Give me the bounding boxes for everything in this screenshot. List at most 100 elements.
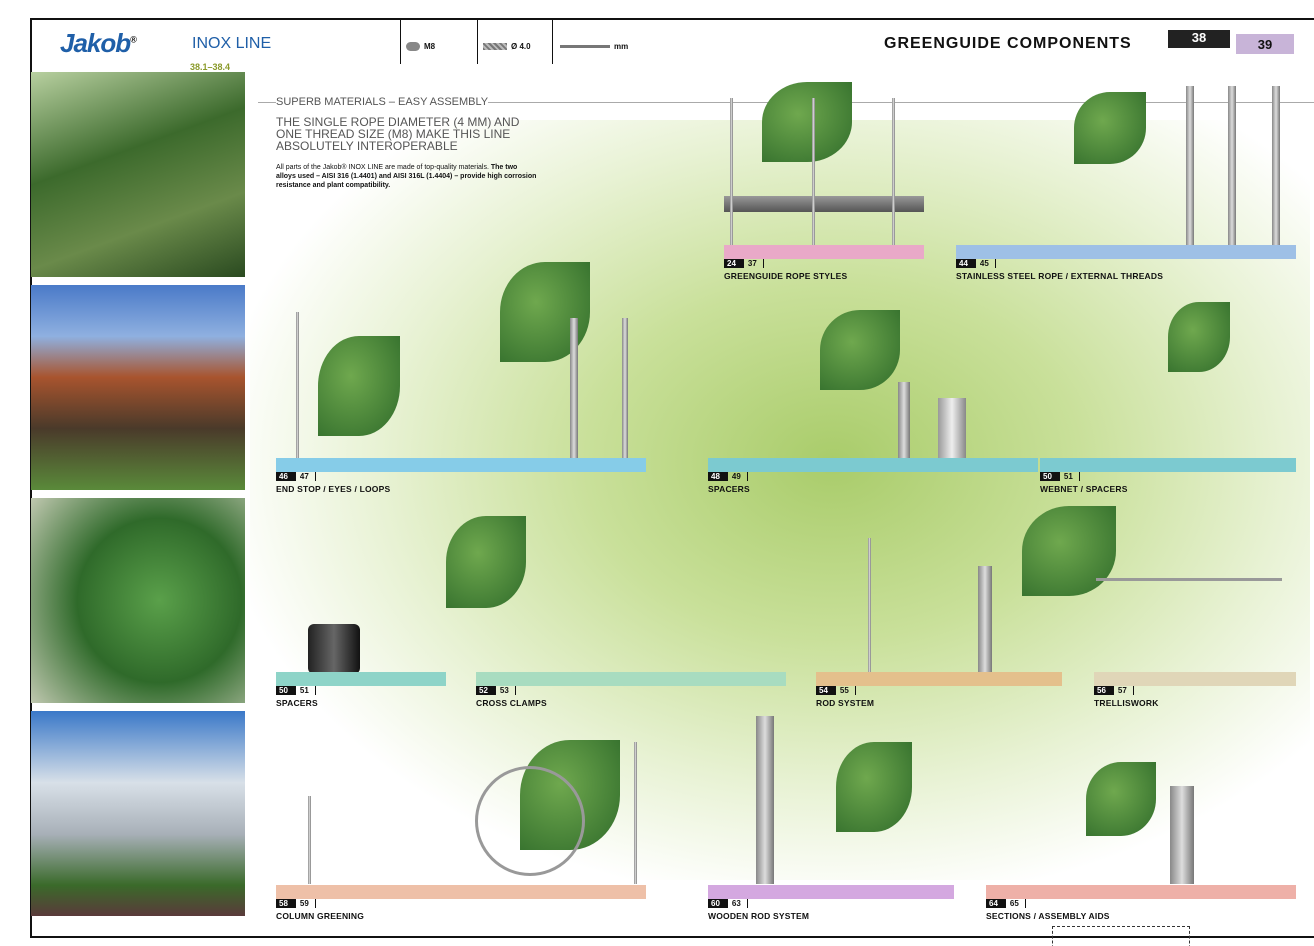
line-name: INOX LINE (192, 35, 271, 53)
trellis (1096, 578, 1282, 582)
leaf (318, 336, 400, 436)
section-label: TRELLISWORK (1094, 698, 1159, 708)
photo-facade (31, 711, 245, 916)
section-label: WEBNET / SPACERS (1040, 484, 1128, 494)
intro-body: All parts of the Jakob® INOX LINE are ma… (276, 163, 538, 190)
rope-icon (483, 43, 507, 50)
body-text: All parts of the Jakob® INOX LINE are ma… (276, 164, 489, 171)
leaf (1086, 762, 1156, 836)
section-label: COLUMN GREENING (276, 911, 364, 921)
rod (868, 538, 871, 672)
page-from: 50 (276, 686, 296, 695)
page-from: 50 (1040, 472, 1060, 481)
photo-building (31, 285, 245, 490)
leaf (836, 742, 912, 832)
page-from: 60 (708, 899, 728, 908)
spacer-cap (308, 624, 360, 674)
page-to: 65 (1006, 899, 1026, 908)
brand-name: Jakob (60, 28, 130, 58)
section-label: SPACERS (276, 698, 318, 708)
title: GREENGUIDE COMPONENTS (884, 35, 1132, 53)
unit: mm (614, 42, 628, 51)
section-label: STAINLESS STEEL ROPE / EXTERNAL THREADS (956, 271, 1163, 281)
rod (730, 98, 733, 248)
dashed-box (1052, 926, 1190, 946)
page-to: 55 (836, 686, 856, 695)
leaf (762, 82, 852, 162)
page-to: 51 (1060, 472, 1080, 481)
rod (756, 716, 774, 884)
leaf (1168, 302, 1230, 372)
section-label: ROD SYSTEM (816, 698, 874, 708)
leaf (1074, 92, 1146, 164)
page-to: 59 (296, 899, 316, 908)
ring (475, 766, 585, 876)
photo-trellis (31, 72, 245, 277)
section-label: SPACERS (708, 484, 750, 494)
page-from: 44 (956, 259, 976, 268)
rod (1170, 786, 1194, 884)
divider (477, 18, 478, 64)
page-from: 48 (708, 472, 728, 481)
page-from: 64 (986, 899, 1006, 908)
rod (892, 98, 895, 248)
page-right: 39 (1236, 34, 1294, 54)
rod (978, 566, 992, 672)
rod (1228, 86, 1236, 246)
thread-icon (406, 42, 420, 51)
rod (898, 382, 910, 458)
page-from: 54 (816, 686, 836, 695)
section-label: SECTIONS / ASSEMBLY AIDS (986, 911, 1110, 921)
rod (622, 318, 628, 458)
section-label: GREENGUIDE ROPE STYLES (724, 271, 847, 281)
section-label: WOODEN ROD SYSTEM (708, 911, 809, 921)
catalog-page: Jakob® INOX LINE 38.1–38.4 M8 Ø 4.0 mm G… (0, 0, 1314, 946)
section-label: END STOP / EYES / LOOPS (276, 484, 390, 494)
divider (400, 18, 401, 64)
rod (1186, 86, 1194, 246)
rod (308, 796, 311, 884)
page-to: 45 (976, 259, 996, 268)
page-to: 57 (1114, 686, 1134, 695)
caliper-icon (560, 45, 610, 48)
page-range: 38.1–38.4 (190, 62, 230, 72)
intro-heading: SUPERB MATERIALS – EASY ASSEMBLY (276, 96, 488, 108)
intro-lead: THE SINGLE ROPE DIAMETER (4 MM) AND ONE … (276, 116, 536, 152)
page-from: 24 (724, 259, 744, 268)
rod (570, 318, 578, 458)
page-to: 47 (296, 472, 316, 481)
page-to: 37 (744, 259, 764, 268)
page-from: 52 (476, 686, 496, 695)
leaf (820, 310, 900, 390)
photo-vine (31, 498, 245, 703)
rod (812, 98, 815, 248)
page-to: 53 (496, 686, 516, 695)
rod (634, 742, 637, 884)
page-to: 49 (728, 472, 748, 481)
brand-mark: ® (130, 34, 136, 44)
section-label: CROSS CLAMPS (476, 698, 547, 708)
rod (296, 312, 299, 458)
page-from: 46 (276, 472, 296, 481)
leaf (446, 516, 526, 608)
leaf (1022, 506, 1116, 596)
brand: Jakob® (60, 28, 136, 59)
section-bar: 4849SPACERS (708, 458, 1038, 472)
tube (938, 398, 966, 460)
page-to: 63 (728, 899, 748, 908)
page-to: 51 (296, 686, 316, 695)
thread: M8 (424, 42, 435, 51)
page-left: 38 (1168, 30, 1230, 48)
diameter: Ø 4.0 (511, 42, 531, 51)
divider (552, 18, 553, 64)
